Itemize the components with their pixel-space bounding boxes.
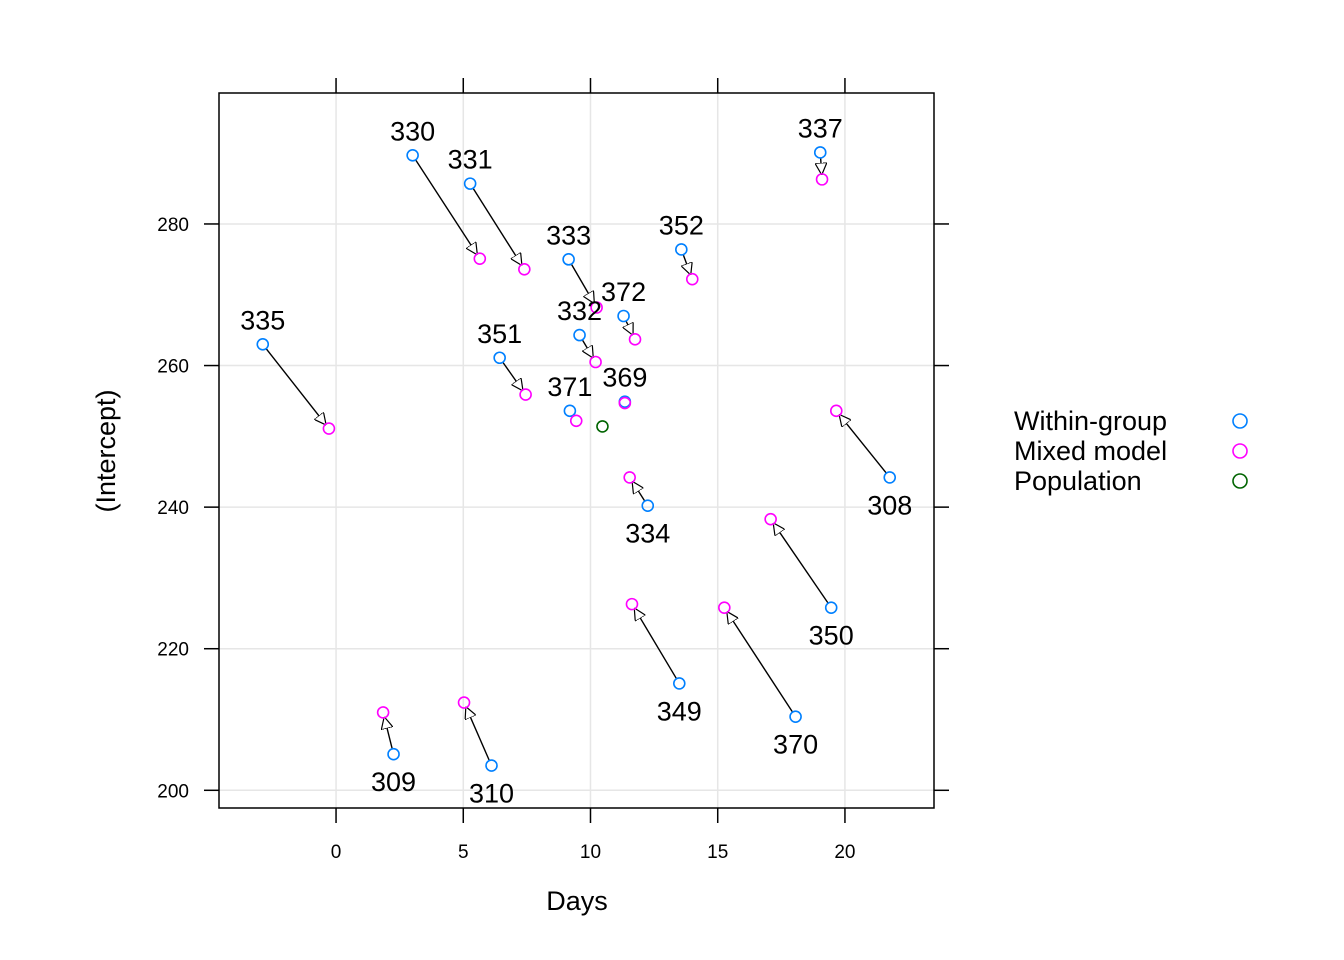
- mixed-point-331: [518, 262, 531, 276]
- within-point-371: [563, 404, 577, 418]
- subject-label-331: 331: [448, 145, 493, 175]
- within-point-333: [562, 253, 575, 266]
- grid-lines: [219, 93, 934, 808]
- within-point-349: [672, 677, 686, 690]
- arrow-331: [472, 187, 521, 264]
- within-point-351: [493, 351, 506, 365]
- mixed-point-309: [376, 706, 390, 719]
- subject-label-330: 330: [390, 116, 435, 146]
- shrinkage-arrows: [265, 157, 887, 761]
- legend-marker-2: [1232, 473, 1248, 489]
- within-point-331: [463, 177, 477, 190]
- within-point-372: [617, 309, 630, 323]
- y-tick-label: 280: [157, 215, 189, 236]
- mixed-point-330: [473, 252, 487, 265]
- y-axis-title: (Intercept): [91, 389, 121, 512]
- within-point-309: [387, 747, 400, 761]
- mixed-point-372: [628, 333, 642, 346]
- arrow-350: [774, 524, 829, 604]
- mixed-point-333: [590, 301, 603, 314]
- mixed-point-335: [322, 422, 336, 435]
- mixed-point-350: [764, 512, 777, 526]
- arrow-334: [633, 482, 646, 502]
- subject-labels: 308 309 310 330 331 332 333 334 335 337 349 350 351 3…: [240, 113, 912, 808]
- within-point-335: [256, 338, 270, 351]
- subject-label-308: 308: [867, 490, 912, 520]
- subject-label-333: 333: [546, 220, 591, 250]
- mixed-point-310: [457, 696, 471, 709]
- subject-label-352: 352: [659, 210, 704, 240]
- axes: 0 5 10 15 20 200 220 240 260 280: [157, 78, 949, 863]
- arrow-333: [570, 263, 593, 303]
- mixed-point-371: [569, 414, 583, 428]
- within-point-337: [813, 146, 827, 159]
- x-tick-label: 0: [331, 842, 342, 863]
- population-point: [596, 420, 609, 433]
- within-point-332: [573, 328, 586, 342]
- arrow-352: [683, 254, 690, 274]
- x-tick-label: 15: [707, 842, 728, 863]
- legend-marker-0: [1232, 413, 1248, 429]
- mixed-point-349: [625, 597, 639, 611]
- subject-label-350: 350: [809, 621, 854, 651]
- within-point-330: [406, 148, 419, 162]
- subject-label-349: 349: [657, 696, 702, 726]
- x-tick-label: 5: [458, 842, 469, 863]
- arrow-332: [581, 339, 592, 357]
- within-point-370: [789, 710, 802, 723]
- arrow-308: [840, 415, 887, 474]
- y-tick-label: 220: [157, 640, 189, 661]
- arrow-309: [384, 718, 392, 750]
- subject-label-309: 309: [371, 767, 416, 797]
- x-axis-title: Days: [546, 886, 608, 916]
- within-point-308: [883, 471, 897, 484]
- arrow-335: [265, 348, 325, 425]
- arrow-349: [635, 609, 678, 680]
- x-tick-label: 10: [580, 842, 601, 863]
- arrow-370: [727, 612, 794, 713]
- y-tick-label: 240: [157, 498, 189, 519]
- arrow-310: [466, 708, 490, 761]
- mixed-point-352: [685, 272, 699, 286]
- legend-label-0: Within-group: [1014, 406, 1167, 436]
- mixed-point-334: [623, 471, 636, 484]
- plot-frame: [218, 92, 935, 809]
- arrow-330: [415, 159, 477, 254]
- legend-label-2: Population: [1014, 466, 1142, 496]
- subject-label-351: 351: [477, 319, 522, 349]
- within-point-334: [641, 499, 655, 513]
- subject-label-369: 369: [602, 363, 647, 393]
- arrow-337: [821, 157, 822, 174]
- subject-label-334: 334: [625, 519, 670, 549]
- data-points: [256, 146, 897, 772]
- subject-label-337: 337: [798, 113, 843, 143]
- mixed-point-332: [589, 355, 602, 369]
- subject-label-310: 310: [469, 779, 514, 809]
- subject-label-370: 370: [773, 730, 818, 760]
- mixed-point-337: [815, 173, 829, 186]
- subject-label-332: 332: [557, 296, 602, 326]
- mixed-point-351: [519, 388, 532, 401]
- mixed-point-370: [718, 601, 731, 614]
- within-point-310: [485, 759, 498, 772]
- legend-label-1: Mixed model: [1014, 436, 1167, 466]
- x-tick-label: 20: [834, 842, 855, 863]
- y-tick-label: 200: [157, 781, 189, 802]
- subject-label-372: 372: [601, 277, 646, 307]
- mixed-point-308: [829, 404, 843, 418]
- y-tick-label: 260: [157, 357, 189, 378]
- within-point-352: [675, 243, 688, 256]
- arrow-351: [502, 361, 523, 390]
- subject-label-371: 371: [547, 372, 592, 402]
- arrow-372: [626, 320, 633, 334]
- legend-marker-1: [1232, 443, 1248, 459]
- within-point-350: [824, 601, 838, 614]
- subject-label-335: 335: [240, 305, 285, 335]
- mixed-point-369: [618, 396, 632, 410]
